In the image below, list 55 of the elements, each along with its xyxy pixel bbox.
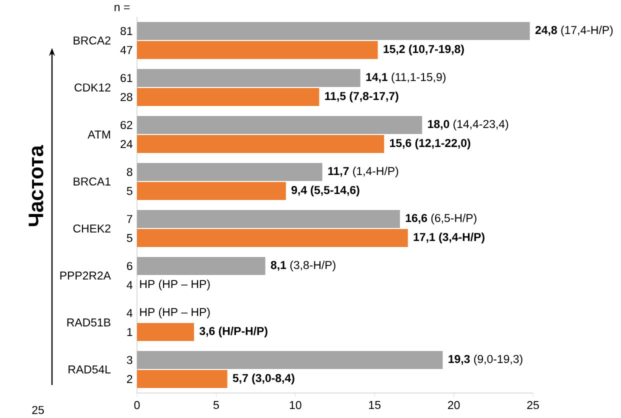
- text: 7: [127, 215, 132, 223]
- y-axis-title: Частота: [28, 145, 44, 226]
- y-tick-label: ATM: [88, 130, 110, 138]
- y-tick-label: RAD54L: [68, 366, 111, 374]
- text: 6: [127, 262, 132, 270]
- text: 1: [127, 328, 132, 336]
- data-label: 8,1 (3,8-Н/Р): [270, 260, 336, 272]
- data-label: 18,0 (14,4-23,4): [428, 120, 508, 130]
- data-label: 17,1 (3,4-Н/Р): [414, 232, 484, 244]
- data-label: 5,7 (3,0-8,4): [232, 374, 294, 384]
- text: 62: [120, 120, 132, 130]
- text: 24: [120, 140, 132, 148]
- data-label: 19,3 (9,0-19,3): [448, 354, 522, 366]
- data-label: 15,2 (10,7-19,8): [384, 44, 464, 56]
- text: 5: [126, 187, 132, 195]
- y-tick-label: PPP2R2A: [60, 272, 111, 280]
- text: 4: [126, 281, 132, 289]
- y-tick-label: RAD51B: [67, 318, 110, 326]
- text: 3: [126, 356, 132, 364]
- bar: [137, 182, 286, 200]
- bar: [137, 323, 194, 342]
- y-tick-label: CHEK2: [73, 224, 110, 233]
- text: 8: [126, 168, 132, 176]
- text: n =: [114, 4, 130, 12]
- x-tick-label: 0: [134, 401, 140, 410]
- data-label: 11,7 (1,4-Н/Р): [328, 166, 398, 178]
- x-tick-label: 20: [448, 401, 460, 410]
- data-label: 15,6 (12,1-22,0): [390, 138, 470, 150]
- text: 47: [120, 46, 132, 54]
- y-tick-label: BRCA1: [74, 177, 110, 186]
- text: НР (НР – НР): [140, 308, 210, 318]
- x-tick-label: 15: [369, 401, 380, 410]
- x-tick-label: 25: [527, 401, 539, 410]
- bar: [137, 135, 384, 154]
- text: 5: [126, 234, 132, 242]
- data-label: 3,6 (Н/Р-Н/Р): [199, 326, 268, 338]
- text: НР (НР – НР): [140, 280, 210, 290]
- bar: [137, 370, 228, 388]
- x-tick-label: 10: [290, 401, 302, 410]
- bar: [137, 41, 378, 60]
- bar: [137, 88, 320, 106]
- y-tick-label: BRCA2: [74, 36, 110, 45]
- text: 2: [127, 375, 132, 384]
- text: 81: [120, 26, 132, 36]
- text: 4: [126, 309, 132, 317]
- bar: [137, 229, 408, 248]
- x-tick-label: 5: [213, 401, 219, 410]
- text: 61: [120, 74, 132, 82]
- data-label: 11,5 (7,8-17,7): [325, 92, 398, 102]
- y-tick-label: CDK12: [74, 83, 110, 92]
- data-label: 14,1 (11,1-15,9): [366, 72, 446, 84]
- data-label: 16,6 (6,5-Н/Р): [406, 214, 476, 224]
- data-label: 24,8 (17,4-Н/Р): [535, 26, 613, 36]
- text: 28: [120, 92, 132, 102]
- data-label: 9,4 (5,5-14,6): [291, 186, 360, 196]
